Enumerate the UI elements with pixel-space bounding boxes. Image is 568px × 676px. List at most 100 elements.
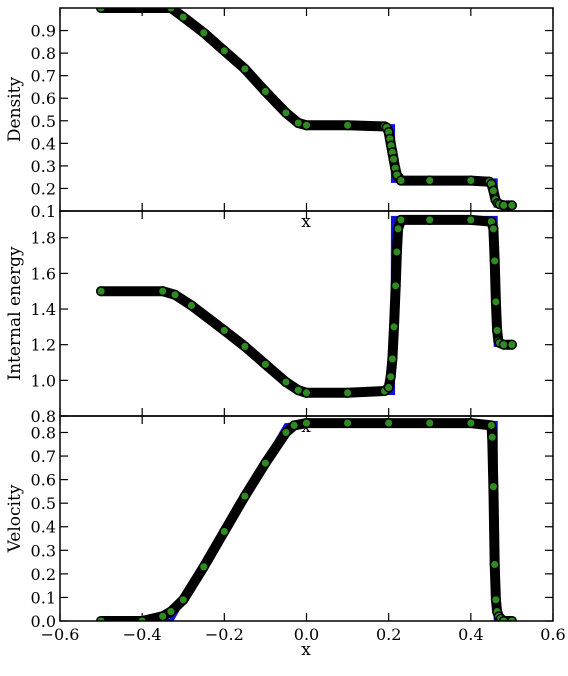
data-point: [387, 353, 398, 365]
data-point: [342, 387, 353, 398]
data-point: [186, 300, 197, 311]
exact-solution-line: [101, 420, 512, 621]
data-point: [219, 526, 230, 537]
data-point: [260, 86, 271, 97]
data-point: [488, 223, 499, 234]
data-point: [383, 418, 394, 429]
data-point: [506, 615, 517, 621]
data-point: [137, 615, 148, 621]
ytick-label: 0.7: [31, 67, 56, 86]
data-point: [390, 280, 401, 291]
data-point: [198, 27, 209, 38]
data-point: [293, 385, 304, 396]
data-point: [490, 296, 501, 307]
ytick-label: 0.4: [31, 134, 56, 153]
axes-frame: [59, 210, 554, 417]
data-point: [239, 341, 250, 352]
data-point: [388, 154, 399, 165]
data-point: [395, 175, 407, 186]
data-point: [498, 615, 509, 621]
ytick-label: 0.1: [31, 202, 56, 221]
data-point: [165, 8, 176, 14]
ytick-label: 0.5: [31, 494, 56, 513]
data-point: [498, 200, 509, 211]
ytick-label: 0.9: [31, 22, 56, 41]
panel-1: 0.1 0.2 0.3 0.4 0.5 0.6 0.7 0.8 0.9 Density x: [5, 7, 554, 232]
data-point: [239, 491, 250, 502]
data-point: [157, 611, 168, 621]
ytick-label: 0.8: [31, 44, 56, 63]
data-point: [383, 382, 394, 393]
ytick-label: 0.8: [31, 423, 56, 442]
xtick-label: −0.6: [41, 625, 80, 644]
ylabel: Internal energy: [5, 246, 25, 381]
data-point: [301, 120, 312, 131]
data-point: [157, 286, 168, 297]
ytick-label: 0.2: [31, 179, 56, 198]
data-point: [506, 339, 517, 350]
data-point: [293, 117, 304, 129]
data-point: [465, 175, 476, 186]
xlabel: x: [301, 640, 311, 660]
ytick-label: 0.3: [31, 157, 56, 176]
ytick-label: 0.6: [31, 471, 56, 490]
data-point: [498, 339, 509, 350]
ytick-label: 0.3: [31, 541, 56, 560]
plot-area: [96, 8, 517, 211]
ytick-label: 1.2: [31, 336, 56, 355]
data-point: [96, 615, 107, 621]
data-point: [280, 107, 292, 118]
data-point: [289, 420, 300, 431]
xtick-label: 0.2: [376, 625, 401, 644]
xtick-label: 0.4: [458, 625, 483, 644]
ylabel: Velocity: [5, 484, 25, 553]
marker-band: [96, 8, 517, 211]
data-point: [388, 321, 400, 332]
ytick-label: 0.1: [31, 588, 56, 607]
marker-band: [96, 418, 517, 621]
data-point: [96, 286, 107, 297]
data-point: [465, 214, 476, 225]
data-point: [280, 427, 292, 438]
ytick-label: 1.4: [31, 300, 56, 319]
xtick-label: −0.2: [205, 625, 244, 644]
data-point: [391, 246, 402, 258]
data-point: [342, 120, 353, 131]
marker-band: [96, 214, 517, 398]
data-point: [169, 289, 181, 300]
data-point: [424, 418, 435, 429]
ylabel: Density: [5, 76, 25, 142]
data-point: [489, 255, 500, 266]
ytick-label: 0.0: [31, 612, 56, 631]
data-point: [178, 594, 189, 605]
data-point: [424, 175, 435, 186]
data-point: [219, 45, 230, 56]
axes-frame: [59, 415, 554, 622]
ytick-label: 1.0: [31, 371, 56, 390]
ytick-label: 1.8: [31, 229, 56, 248]
data-point: [488, 481, 499, 492]
data-point: [490, 594, 501, 605]
ytick-label: 0.5: [31, 112, 56, 131]
data-point: [395, 214, 407, 225]
data-point: [486, 420, 497, 431]
exact-solution-line: [101, 215, 512, 396]
panel-3: 0.0 0.1 0.2 0.3 0.4 0.5 0.6 0.7 0.8 Velocity x −0.6…: [5, 415, 566, 660]
ytick-label: 0.7: [31, 447, 56, 466]
data-point: [487, 432, 498, 443]
data-point: [488, 185, 499, 196]
ytick-label: 1.6: [31, 264, 56, 283]
ytick-label: 0.4: [31, 518, 56, 537]
data-point: [385, 371, 396, 382]
ytick-label: 0.2: [31, 565, 56, 584]
data-point: [219, 325, 230, 336]
xlabel: x: [301, 212, 311, 232]
data-point: [424, 214, 435, 225]
data-point: [489, 559, 500, 570]
plot-area: [96, 418, 517, 621]
data-point: [260, 458, 271, 469]
data-point: [506, 200, 517, 211]
data-point: [178, 11, 189, 23]
panel-2: 0.8 1.0 1.2 1.4 1.6 1.8 Internal energy x: [5, 210, 554, 437]
